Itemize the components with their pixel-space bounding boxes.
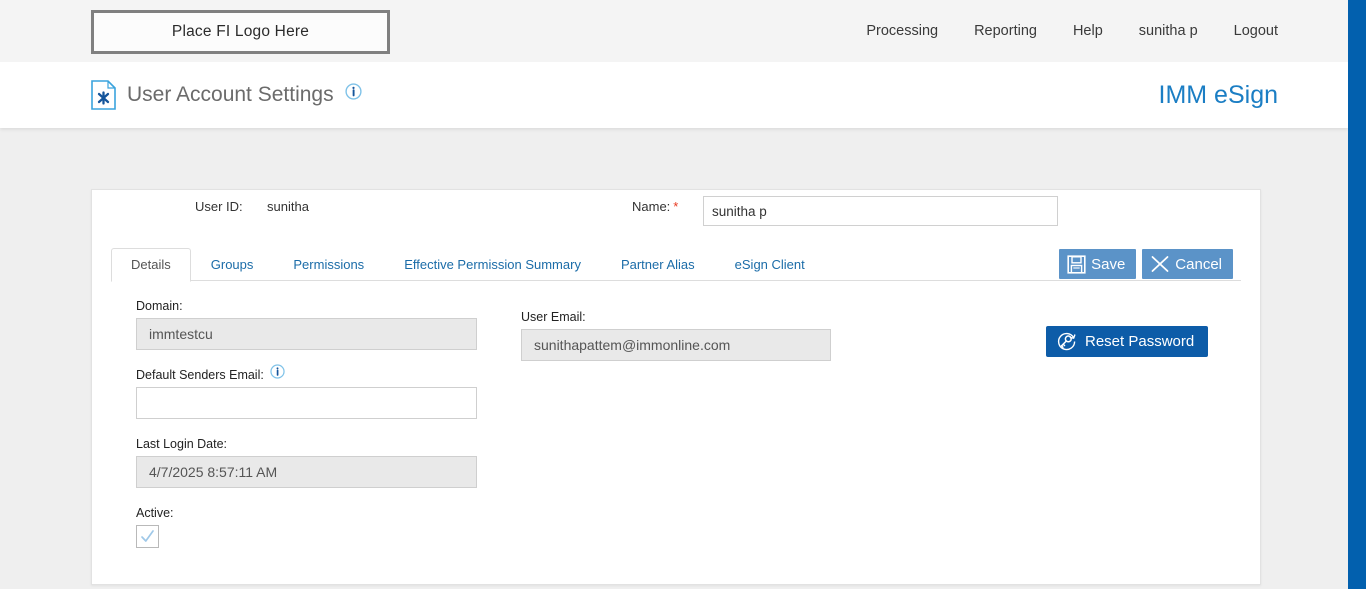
tab-effective-permission-summary[interactable]: Effective Permission Summary [404, 257, 581, 272]
last-login-date-label: Last Login Date: [136, 437, 228, 451]
right-blue-rail [1348, 0, 1366, 589]
page-title-band: User Account Settings IMM eSign [0, 62, 1348, 128]
user-account-settings-card: User ID: sunitha Name:* Details Groups P… [91, 189, 1261, 585]
userid-value: sunitha [267, 199, 309, 214]
tabs-divider [111, 280, 1241, 281]
active-field: Active: [136, 506, 477, 548]
cancel-button[interactable]: Cancel [1142, 249, 1233, 279]
tab-partner-alias[interactable]: Partner Alias [620, 257, 695, 272]
top-header-bar: Place FI Logo Here Processing Reporting … [0, 0, 1348, 62]
user-email-input[interactable] [521, 329, 831, 361]
name-label-text: Name: [632, 199, 671, 214]
user-email-label: User Email: [521, 310, 586, 324]
last-login-date-input [136, 456, 477, 488]
name-input[interactable] [703, 196, 1058, 226]
default-senders-email-input[interactable] [136, 387, 477, 419]
page-title-group: User Account Settings [91, 62, 362, 128]
checkmark-icon [141, 530, 154, 542]
last-login-date-field: Last Login Date: [136, 437, 477, 488]
tab-details[interactable]: Details [111, 248, 191, 282]
close-x-icon [1151, 256, 1169, 272]
nav-item-reporting[interactable]: Reporting [974, 23, 1037, 39]
nav-item-user[interactable]: sunitha p [1138, 23, 1198, 39]
domain-input[interactable] [136, 318, 477, 350]
domain-field: Domain: [136, 299, 477, 350]
user-email-field: User Email: [521, 310, 831, 361]
form-column-right: Reset Password [1046, 326, 1209, 357]
default-senders-email-label: Default Senders Email: [136, 364, 477, 382]
identity-row: User ID: sunitha Name: * [92, 190, 1260, 238]
tabs-bar: Details Groups Permissions Effective Per… [92, 248, 1260, 282]
tab-list: Details Groups Permissions Effective Per… [111, 248, 825, 282]
default-senders-email-field: Default Senders Email: [136, 364, 477, 419]
tab-permissions[interactable]: Permissions [293, 257, 365, 272]
save-button-label: Save [1091, 255, 1126, 273]
active-label: Active: [136, 506, 174, 520]
userid-label: User ID: [195, 199, 243, 214]
name-label: Name: * [632, 199, 678, 214]
form-column-middle: User Email: [521, 310, 831, 379]
form-action-buttons: Save Cancel [1059, 249, 1233, 279]
nav-item-processing[interactable]: Processing [866, 23, 939, 39]
reset-password-button[interactable]: Reset Password [1046, 326, 1209, 357]
info-icon[interactable] [270, 364, 285, 379]
fi-logo-placeholder: Place FI Logo Here [91, 10, 390, 54]
top-navigation: Processing Reporting Help sunitha p Logo… [866, 0, 1278, 62]
default-senders-email-label-text: Default Senders Email: [136, 368, 264, 382]
reset-password-button-label: Reset Password [1085, 333, 1195, 350]
active-checkbox[interactable] [136, 525, 159, 548]
document-settings-icon [91, 80, 116, 110]
nav-item-logout[interactable]: Logout [1233, 23, 1278, 39]
brand-logo-text: IMM eSign [1158, 80, 1278, 109]
required-marker: * [673, 199, 679, 214]
save-button[interactable]: Save [1059, 249, 1137, 279]
floppy-disk-icon [1067, 254, 1086, 274]
tab-esign-client[interactable]: eSign Client [734, 257, 805, 272]
nav-item-help[interactable]: Help [1072, 23, 1103, 39]
domain-label: Domain: [136, 299, 183, 313]
fi-logo-placeholder-text: Place FI Logo Here [171, 23, 310, 40]
details-form: Domain: Default Senders Email: [92, 281, 1260, 581]
page-title: User Account Settings [127, 83, 334, 106]
tab-groups[interactable]: Groups [210, 257, 254, 272]
key-refresh-icon [1057, 332, 1076, 351]
cancel-button-label: Cancel [1175, 255, 1222, 273]
form-column-left: Domain: Default Senders Email: [136, 299, 477, 566]
info-icon[interactable] [345, 82, 362, 100]
